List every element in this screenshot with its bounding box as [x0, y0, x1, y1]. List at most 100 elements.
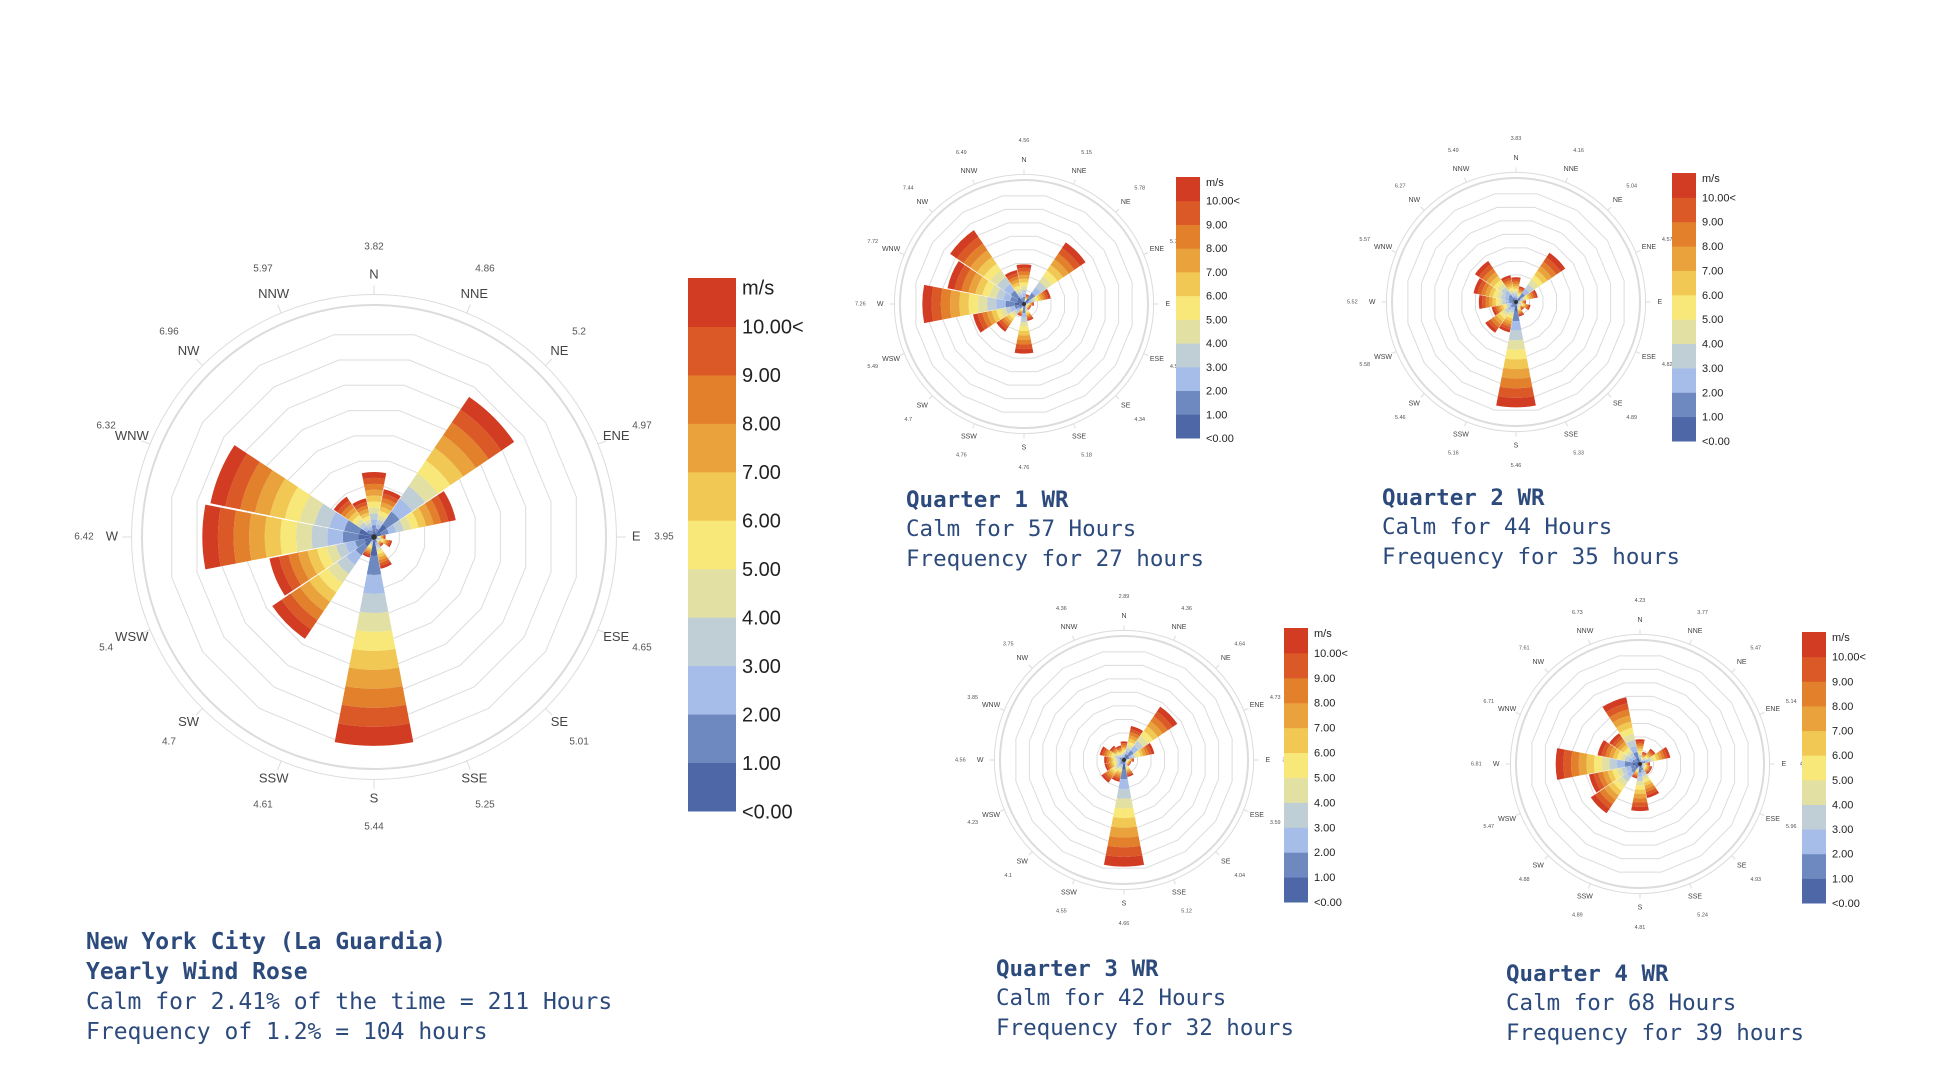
- q4-petal-segment: [1640, 766, 1644, 771]
- q1-legend-label: 6.00: [1206, 291, 1227, 303]
- q1-petal-segment: [982, 311, 993, 328]
- q4-petal-ese: [1640, 764, 1653, 771]
- main-petal-segment: [240, 461, 273, 513]
- q4-tick: [1515, 813, 1521, 816]
- q1-tick: [899, 252, 905, 255]
- q4-petal-segment: [1649, 748, 1656, 755]
- q3-petal-segment: [1122, 758, 1124, 760]
- q1-petal-segment: [1025, 305, 1027, 307]
- q4-petal-segment: [1641, 769, 1646, 774]
- main-petal-segment: [345, 540, 358, 554]
- q4-petal-segment: [1642, 758, 1646, 762]
- q4-petal-segment: [1605, 744, 1614, 758]
- q3-petal-segment: [1123, 758, 1125, 760]
- q2-petal-segment: [1478, 264, 1494, 280]
- q4-petal-segment: [1641, 755, 1645, 758]
- main-petal-segment: [381, 538, 384, 543]
- q3-petal-w: [1104, 756, 1124, 764]
- q1-petal-segment: [1008, 312, 1016, 320]
- q1-petal-segment: [1010, 296, 1019, 303]
- q1-petal-segment: [970, 250, 993, 273]
- q2-direction-label-w: W: [1369, 299, 1376, 306]
- q1-petal-segment: [1014, 302, 1024, 306]
- q2-tick: [1635, 250, 1641, 253]
- q1-petal-segment: [1031, 287, 1041, 297]
- q1-legend-label: 3.00: [1206, 362, 1227, 374]
- q4-petal-segment: [1640, 761, 1642, 764]
- q1-grid-ring: [928, 208, 1120, 400]
- q4-petal-segment: [1586, 753, 1595, 775]
- q1-petal-segment: [996, 288, 1007, 300]
- main-grid-ring: [272, 435, 476, 639]
- q3-petal-segment: [1127, 750, 1134, 757]
- q2-direction-label-nnw: NNW: [1453, 166, 1470, 173]
- main-petal-segment: [272, 599, 312, 639]
- q2-petal-segment: [1521, 307, 1525, 311]
- main-petal-segment: [354, 501, 368, 511]
- q3-tick: [1243, 809, 1249, 812]
- q3-petal-segment: [1124, 758, 1127, 760]
- q1-legend-label: 2.00: [1206, 386, 1227, 398]
- q1-petal-n: [1016, 264, 1032, 304]
- q4-petal-segment: [1637, 772, 1643, 777]
- main-petal-segment: [383, 535, 385, 539]
- q4-petal-segment: [1605, 703, 1629, 718]
- q2-legend-swatch: [1672, 197, 1696, 223]
- q1-petal-segment: [1019, 309, 1023, 312]
- q2-tick: [1607, 206, 1612, 211]
- q2-petal-segment: [1508, 311, 1514, 316]
- q3-direction-value-se: 4.04: [1234, 873, 1245, 879]
- q1-petal-segment: [1031, 302, 1033, 306]
- q4-legend-swatch: [1802, 829, 1826, 855]
- q4-petal-segment: [1640, 762, 1642, 764]
- q4-petal-segment: [1609, 746, 1617, 759]
- q3-petal-segment: [1103, 772, 1112, 781]
- main-legend-swatch: [688, 617, 736, 667]
- q2-direction-label-ssw: SSW: [1453, 432, 1469, 439]
- main-legend-label: 1.00: [742, 753, 781, 775]
- main-petal-segment: [425, 447, 464, 486]
- q4-legend-label: 4.00: [1832, 799, 1853, 811]
- q4-petal-segment: [1578, 752, 1588, 776]
- q3-outer-ring: [999, 635, 1249, 885]
- q4-petal-segment: [1612, 736, 1623, 747]
- q1-petal-segment: [1032, 302, 1034, 306]
- q1-grid-ring: [996, 276, 1052, 332]
- q3-petal-segment: [1132, 758, 1134, 762]
- q4-legend-unit: m/s: [1832, 632, 1850, 644]
- q1-petal-segment: [1044, 289, 1051, 299]
- q2-petal-segment: [1517, 291, 1522, 295]
- q1-petal-segment: [990, 270, 1006, 286]
- q4-petal-segment: [1608, 782, 1622, 796]
- main-petal-segment: [249, 513, 267, 561]
- q3-legend-swatch: [1284, 752, 1308, 778]
- main-petal-segment: [378, 554, 387, 561]
- q4-petal-segment: [1640, 764, 1643, 766]
- main-petal-segment: [363, 483, 385, 491]
- q4-petal-segment: [1645, 762, 1647, 766]
- q1-petal-segment: [1003, 292, 1013, 302]
- q2-petal-segment: [1516, 302, 1517, 303]
- q3-petal-ene: [1124, 742, 1155, 760]
- q2-petal-segment: [1506, 313, 1514, 319]
- main-petal-segment: [311, 525, 329, 549]
- q1-petal-segment: [950, 290, 961, 318]
- q1-petal-segment: [1023, 304, 1024, 306]
- q3-legend-label: 6.00: [1314, 748, 1335, 760]
- q3-petal-segment: [1127, 773, 1134, 778]
- q4-petal-segment: [1628, 752, 1635, 759]
- q3-grid-ring: [1069, 705, 1179, 815]
- q3-petal-s: [1103, 760, 1145, 867]
- q3-petal-segment: [1119, 752, 1123, 755]
- q1-petal-segment: [1005, 306, 1013, 315]
- q3-petal-segment: [1133, 740, 1144, 751]
- q4-petal-segment: [1638, 768, 1642, 773]
- q1-petal-segment: [1025, 310, 1030, 314]
- q3-petal-segment: [1113, 749, 1118, 754]
- q2-petal-segment: [1523, 300, 1525, 304]
- q4-petal-segment: [1631, 775, 1638, 779]
- main-petal-wnw: [210, 445, 374, 537]
- q2-petal-segment: [1508, 297, 1513, 302]
- q3-legend-swatch: [1284, 802, 1308, 828]
- q2-petal-segment: [1505, 300, 1510, 304]
